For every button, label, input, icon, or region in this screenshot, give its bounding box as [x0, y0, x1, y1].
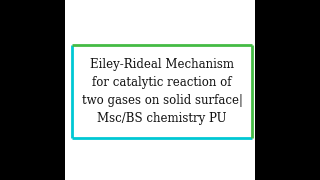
Text: Eiley-Rideal Mechanism: Eiley-Rideal Mechanism: [90, 58, 234, 71]
Bar: [72, 45, 252, 138]
Text: for catalytic reaction of: for catalytic reaction of: [92, 76, 232, 89]
Text: Msc/BS chemistry PU: Msc/BS chemistry PU: [97, 112, 227, 125]
Text: two gases on solid surface|: two gases on solid surface|: [82, 94, 243, 107]
Bar: [65, 0, 255, 180]
